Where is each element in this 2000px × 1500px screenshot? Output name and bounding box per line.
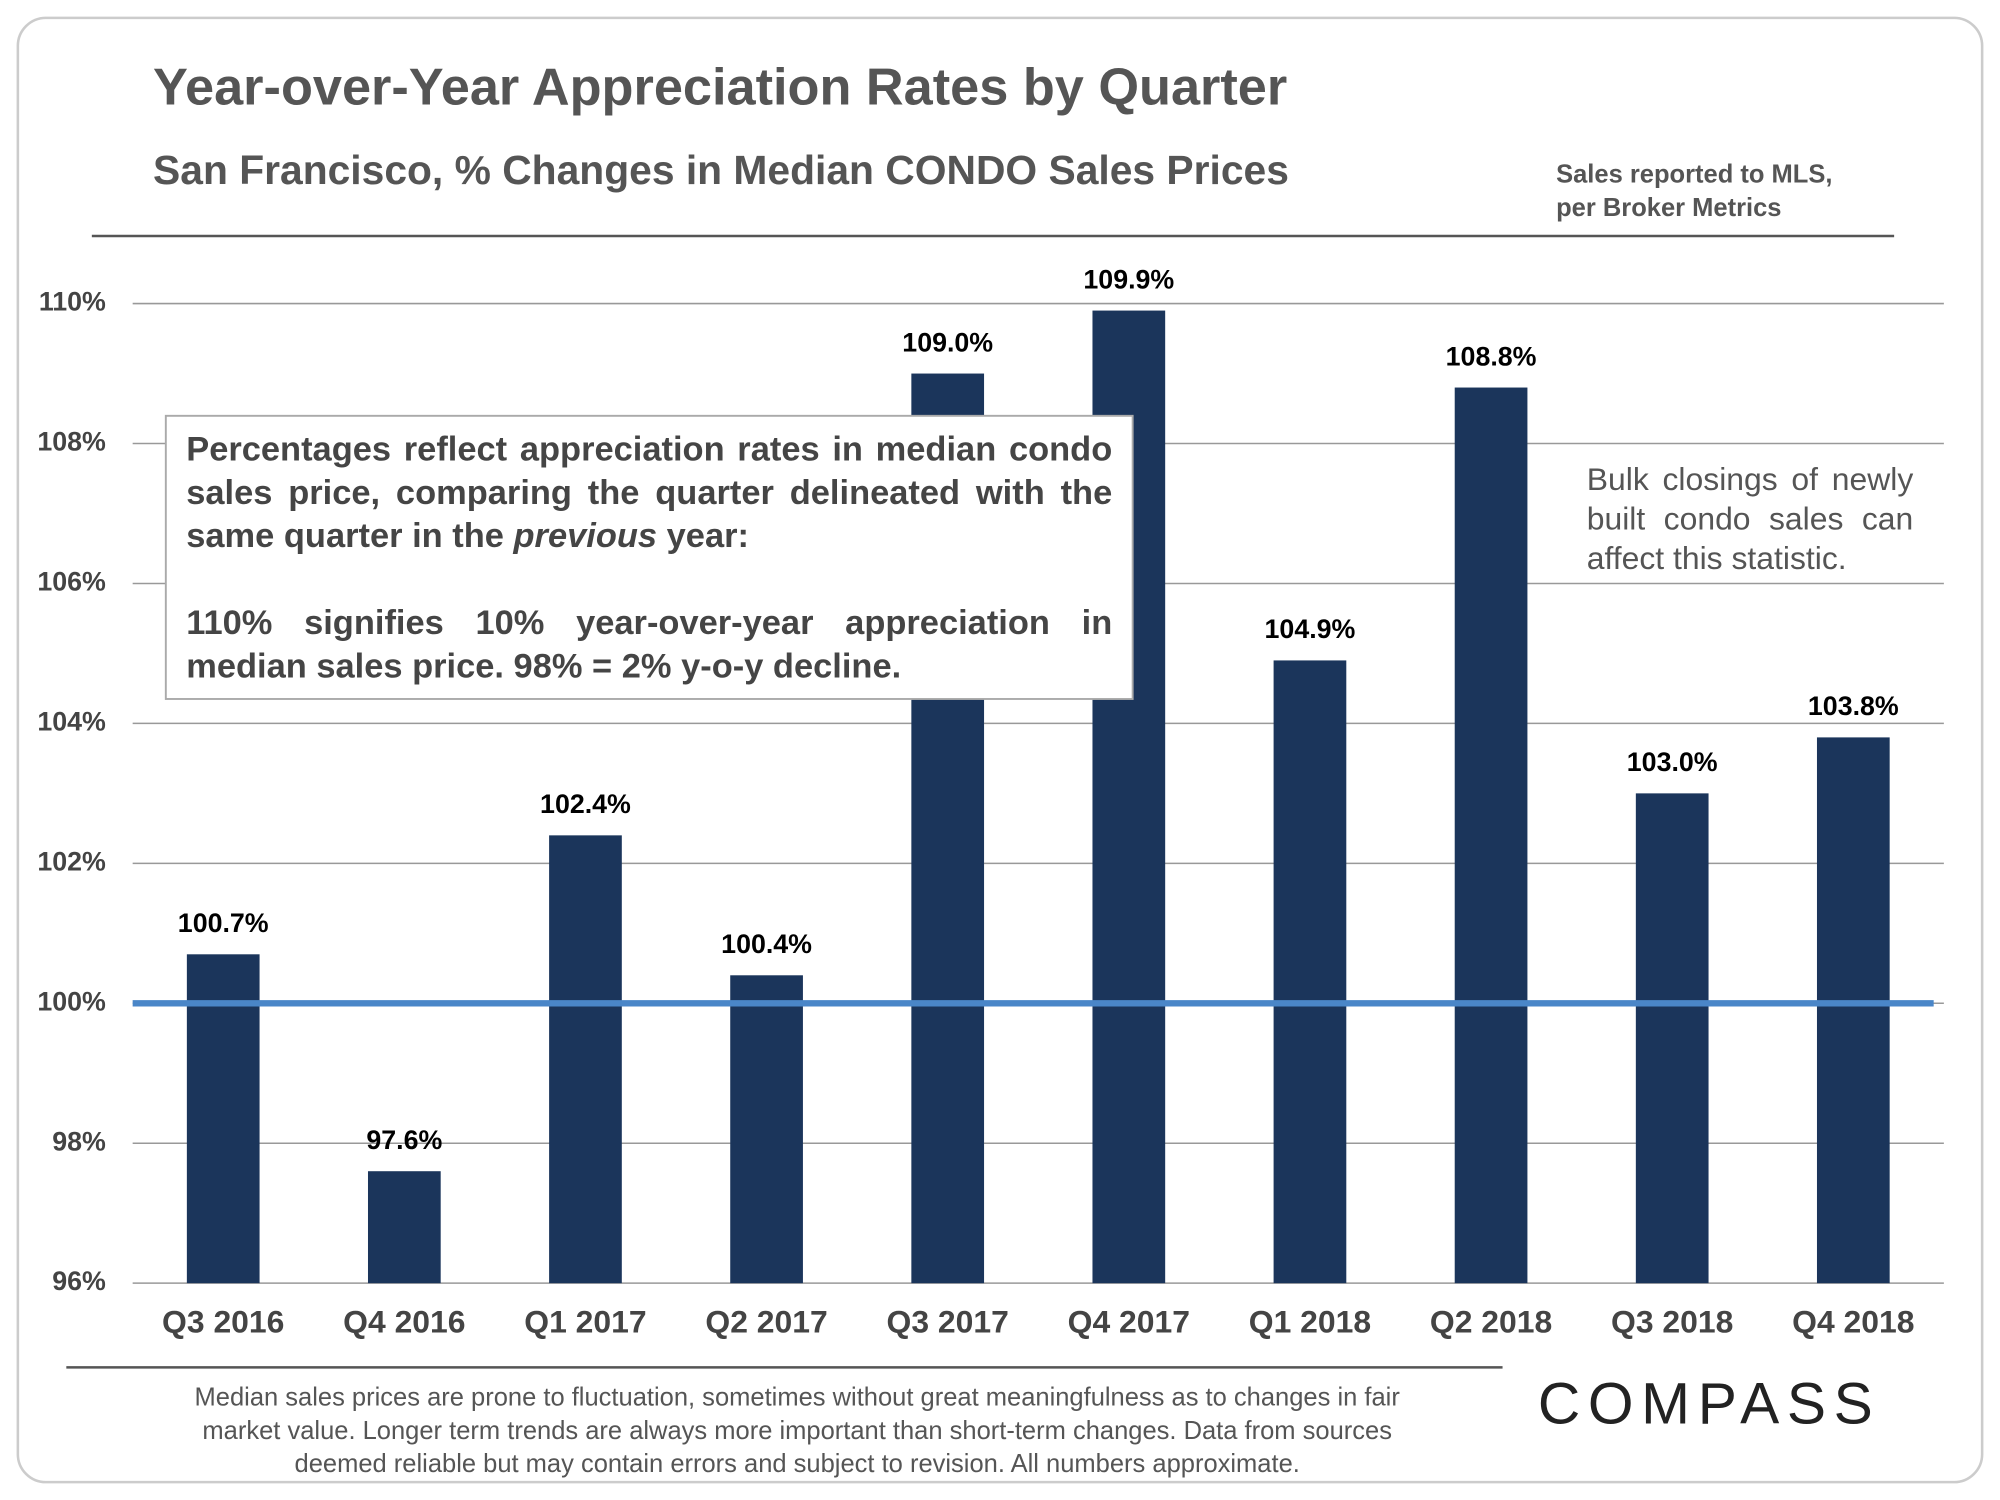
annotation-box — [164, 414, 1134, 700]
bar — [549, 835, 622, 1284]
value-label: 97.6% — [366, 1125, 442, 1155]
x-tick-label: Q3 2017 — [887, 1303, 1009, 1339]
bar — [186, 954, 260, 1284]
footer-line: Median sales prices are prone to fluctua… — [194, 1383, 1400, 1412]
chart-title: Year-over-Year Appreciation Rates by Qua… — [153, 58, 1287, 116]
y-tick-label: 100% — [37, 986, 106, 1016]
bar — [1816, 737, 1890, 1284]
annotation: Percentages reflect appreciation rates i… — [186, 427, 1112, 687]
value-label: 103.8% — [1808, 691, 1899, 721]
y-tick-label: 108% — [37, 427, 106, 457]
y-tick-label: 106% — [37, 567, 106, 597]
annotation-paragraph: 110% signifies 10% year-over-year apprec… — [186, 603, 1113, 685]
annotation-content: Percentages reflect appreciation rates i… — [186, 427, 1112, 687]
value-label: 100.4% — [721, 929, 812, 959]
x-tick-label: Q4 2017 — [1068, 1303, 1190, 1339]
side-note-text: Bulk closings of newly built condo sales… — [1586, 461, 1914, 577]
value-label: 104.9% — [1265, 614, 1356, 644]
footer-line: deemed reliable but may contain errors a… — [294, 1450, 1300, 1479]
annotation-emphasis: previous — [513, 516, 658, 555]
bar — [1635, 793, 1709, 1284]
source-note: Sales reported to MLS, — [1556, 161, 1832, 189]
value-label: 109.0% — [902, 327, 993, 357]
annotation-paragraph: Percentages reflect appreciation rates i… — [186, 427, 1112, 557]
logo: COMPASS — [1538, 1372, 1881, 1437]
bar — [367, 1171, 441, 1284]
annotation-text: year: — [657, 516, 749, 555]
x-tick-label: Q3 2016 — [162, 1303, 284, 1339]
x-tick-label: Q2 2018 — [1430, 1303, 1552, 1339]
chart-subtitle: San Francisco, % Changes in Median CONDO… — [153, 147, 1289, 193]
footer: Median sales prices are prone to fluctua… — [77, 1381, 1518, 1480]
side-note: Bulk closings of newly built condo sales… — [1586, 461, 1914, 577]
bar — [1273, 660, 1347, 1284]
x-tick-label: Q2 2017 — [705, 1303, 827, 1339]
y-tick-label: 102% — [37, 846, 106, 876]
value-label: 102.4% — [540, 789, 631, 819]
y-tick-label: 104% — [37, 706, 106, 736]
source-note: per Broker Metrics — [1556, 194, 1781, 222]
x-tick-label: Q4 2018 — [1792, 1303, 1914, 1339]
y-tick-label: 96% — [52, 1266, 106, 1296]
value-label: 103.0% — [1627, 747, 1718, 777]
value-label: 100.7% — [178, 908, 269, 938]
y-tick-label: 98% — [52, 1126, 106, 1156]
bar — [730, 975, 803, 1284]
footer-line: market value. Longer term trends are alw… — [202, 1417, 1392, 1446]
x-tick-label: Q1 2017 — [524, 1303, 646, 1339]
bar — [1454, 387, 1528, 1284]
y-tick-label: 110% — [39, 287, 106, 317]
value-label: 108.8% — [1446, 341, 1537, 371]
x-tick-label: Q4 2016 — [343, 1303, 465, 1339]
value-label: 109.9% — [1083, 264, 1174, 294]
x-tick-label: Q3 2018 — [1611, 1303, 1733, 1339]
annotation-text: Percentages reflect appreciation rates i… — [186, 429, 1113, 555]
x-tick-label: Q1 2018 — [1249, 1303, 1371, 1339]
footer-content: Median sales prices are prone to fluctua… — [77, 1381, 1518, 1480]
